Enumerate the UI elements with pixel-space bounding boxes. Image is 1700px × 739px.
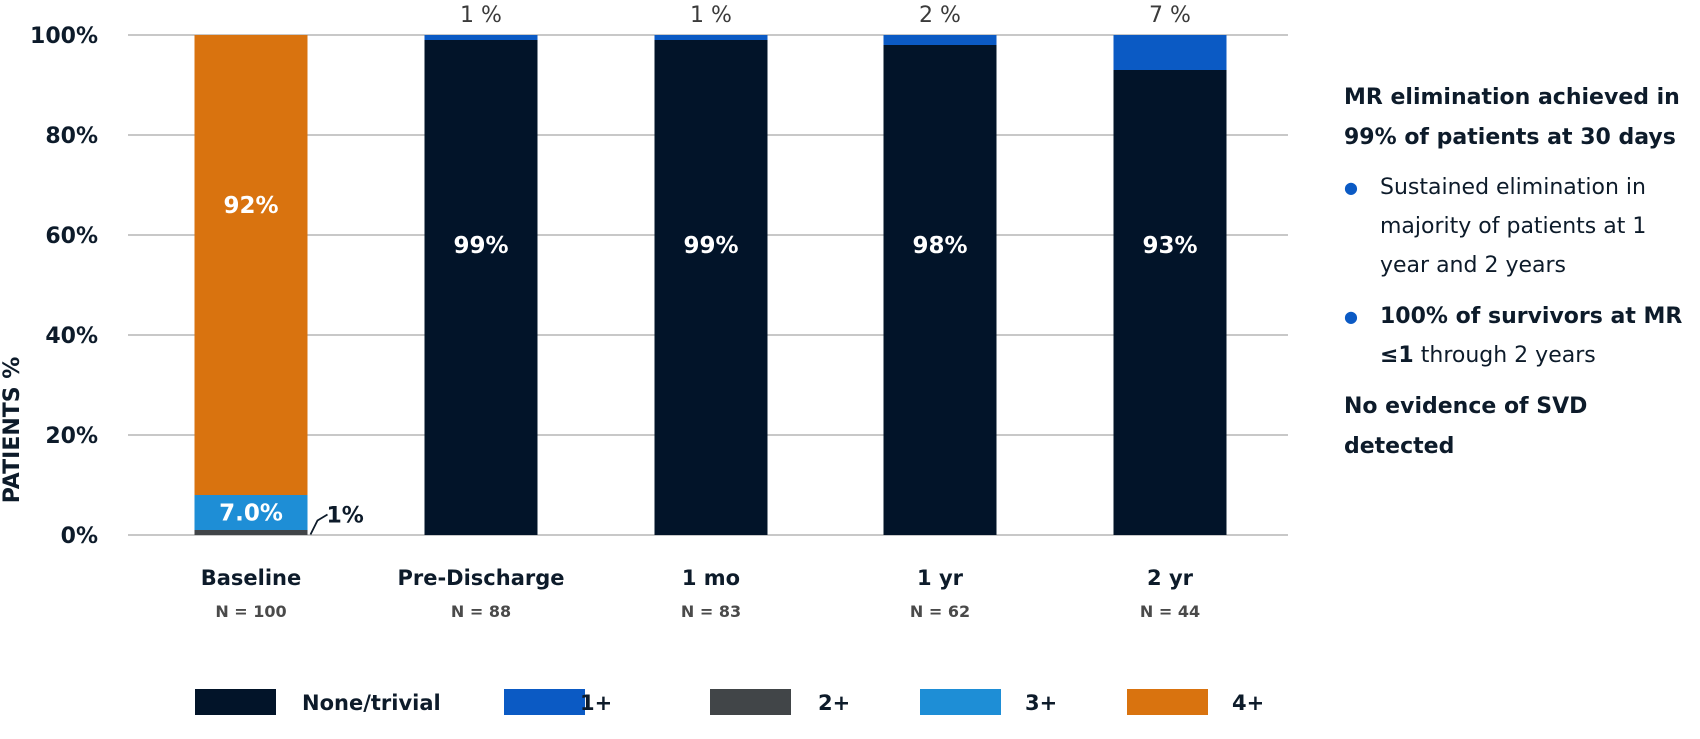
summary-bullet-1: ● Sustained elimination in majority of p… (1344, 168, 1694, 285)
x-tick-label: 2 yr (1147, 566, 1194, 590)
bar-segment (883, 35, 997, 45)
bar-label: 99% (453, 233, 508, 259)
summary-panel: MR elimination achieved in 99% of patien… (1344, 78, 1694, 467)
summary-headline: MR elimination achieved in 99% of patien… (1344, 85, 1680, 150)
bar-segment (654, 40, 768, 535)
x-tick-label: 1 yr (917, 566, 964, 590)
legend-label: 4+ (1232, 691, 1264, 715)
top-value-label: 7 % (1149, 3, 1191, 28)
n-label: N = 100 (215, 602, 286, 621)
y-tick-label: 80% (45, 124, 98, 149)
bullet-dot-icon: ● (1344, 307, 1358, 326)
bar-segment (194, 35, 308, 495)
bar-label: 98% (912, 233, 967, 259)
summary-bullet-1-text: Sustained elimination in majority of pat… (1380, 175, 1647, 278)
summary-bullets: ● Sustained elimination in majority of p… (1344, 168, 1694, 375)
legend-swatch (1127, 689, 1208, 715)
bar-segment (1113, 35, 1227, 70)
bar-segment (194, 495, 308, 530)
n-label: N = 62 (910, 602, 970, 621)
x-tick-label: Baseline (201, 566, 302, 590)
bar-label: 99% (683, 233, 738, 259)
bar-label-callout: 1% (327, 504, 364, 529)
bar-segment (654, 35, 768, 40)
bullet-dot-icon: ● (1344, 178, 1358, 197)
y-tick-label: 100% (30, 24, 98, 49)
legend-label: 2+ (818, 691, 850, 715)
bar-label: 92% (223, 193, 278, 219)
summary-bullet-2: ● 100% of survivors at MR ≤1 through 2 y… (1344, 297, 1694, 375)
callout-line (309, 513, 328, 535)
y-tick-label: 40% (45, 324, 98, 349)
n-label: N = 88 (451, 602, 511, 621)
stacked-bar-chart: 0% 20% 40% 60% 80% 100% PATIENTS % 92% 7.0% 1% 99%… (0, 3, 1288, 715)
bar-segment (424, 35, 538, 40)
x-tick-label: 1 mo (682, 566, 740, 590)
y-tick-label: 20% (45, 424, 98, 449)
summary-bullet-2-bold: 100% of survivors at MR ≤1 (1380, 304, 1683, 368)
legend-label: 3+ (1025, 691, 1057, 715)
top-value-label: 1 % (460, 3, 502, 28)
bar-label: 93% (1142, 233, 1197, 259)
bar-segment (424, 40, 538, 535)
bar-segment (1113, 70, 1227, 535)
y-tick-label: 60% (45, 224, 98, 249)
bar-segment (883, 45, 997, 535)
bar-label: 7.0% (219, 501, 283, 527)
y-tick-label: 0% (61, 524, 98, 549)
legend-swatch (710, 689, 791, 715)
summary-bullet-2-text: through 2 years (1413, 343, 1596, 368)
legend-swatch (195, 689, 276, 715)
legend-label: None/trivial (302, 691, 441, 715)
legend-swatch (920, 689, 1001, 715)
n-label: N = 44 (1140, 602, 1200, 621)
n-label: N = 83 (681, 602, 741, 621)
summary-footnote: No evidence of SVD detected (1344, 394, 1588, 459)
top-value-label: 2 % (919, 3, 961, 28)
legend-swatch (504, 689, 585, 715)
bar-segment (194, 530, 308, 535)
x-tick-label: Pre-Discharge (397, 566, 564, 590)
legend-label: 1+ (580, 691, 612, 715)
top-value-label: 1 % (690, 3, 732, 28)
y-axis-label: PATIENTS % (0, 357, 25, 504)
